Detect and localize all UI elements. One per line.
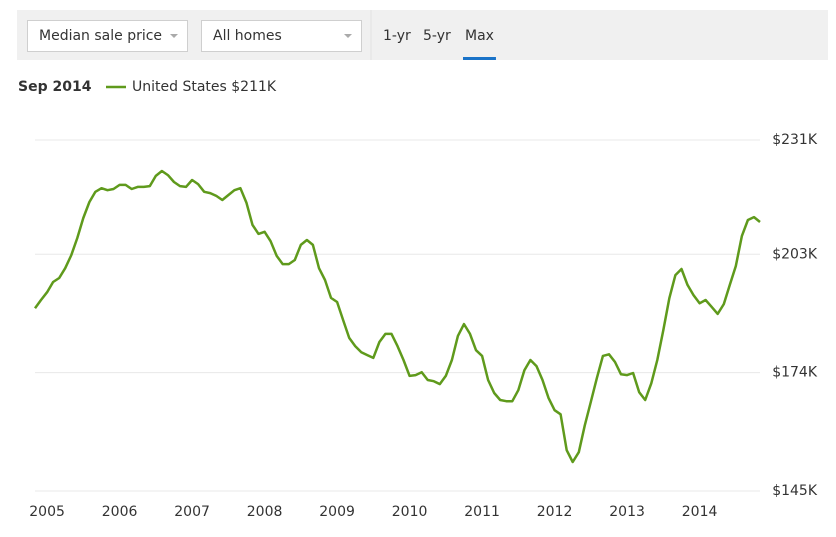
x-tick-label: 2014 — [682, 504, 718, 520]
y-tick-label: $203K — [772, 246, 818, 262]
range-tab[interactable]: 5-yr — [423, 28, 451, 44]
x-tick-label: 2005 — [29, 504, 65, 520]
price-line — [33, 169, 761, 464]
legend-value: $211K — [231, 79, 277, 95]
caret — [170, 34, 178, 38]
metric-dropdown[interactable] — [27, 20, 188, 52]
home-type-dropdown[interactable] — [201, 20, 362, 52]
legend-name: United States — [132, 79, 227, 95]
caret — [344, 34, 352, 38]
x-tick-label: 2007 — [174, 504, 210, 520]
x-tick-label: 2013 — [609, 504, 645, 520]
x-tick-label: 2006 — [102, 504, 138, 520]
x-tick-label: 2012 — [537, 504, 573, 520]
metric-label: Median sale price — [39, 28, 162, 44]
y-tick-label: $145K — [772, 483, 818, 499]
legend-date: Sep 2014 — [18, 79, 92, 95]
x-tick-label: 2008 — [247, 504, 283, 520]
range-tab[interactable]: Max — [465, 28, 494, 44]
x-tick-label: 2010 — [392, 504, 428, 520]
home-type-label: All homes — [213, 28, 282, 44]
range-tab[interactable]: 1-yr — [383, 28, 411, 44]
x-tick-label: 2011 — [464, 504, 500, 520]
legend-label: United States $211K — [132, 79, 277, 95]
y-tick-label: $231K — [772, 132, 818, 148]
x-tick-label: 2009 — [319, 504, 355, 520]
selected-underline — [463, 57, 496, 60]
y-tick-label: $174K — [772, 365, 818, 381]
